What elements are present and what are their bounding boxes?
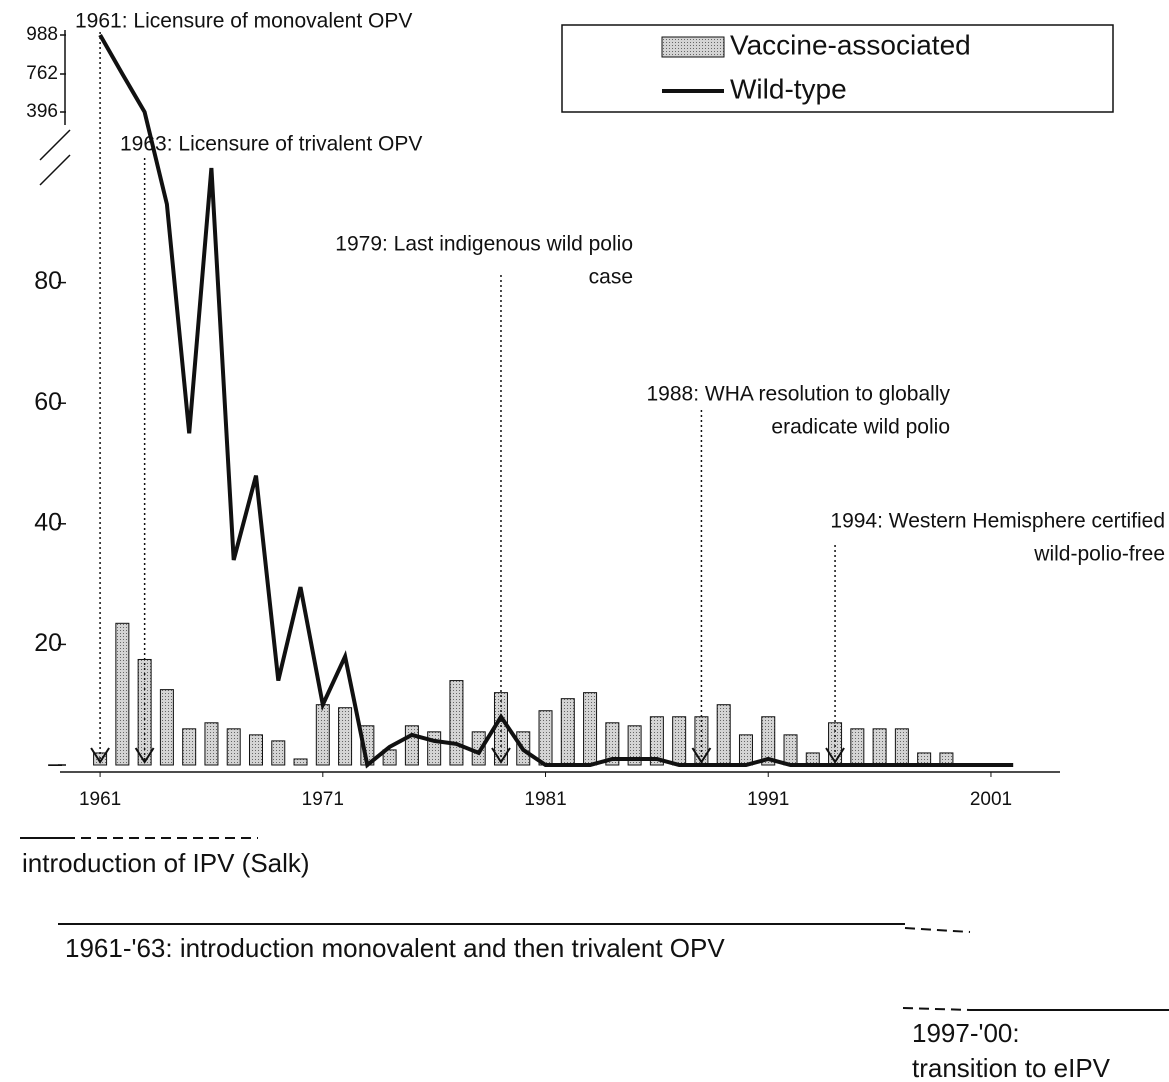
y-tick-label: 60 [34,388,62,416]
timeline-label: 1961-'63: introduction monovalent and th… [65,933,725,963]
x-tick-label: 1991 [747,789,789,810]
annotation: 1961: Licensure of monovalent OPV [75,10,412,33]
x-tick-label: 1971 [302,789,344,810]
bar [538,710,553,766]
x-tick-label: 1961 [79,789,121,810]
timeline-line [904,927,971,933]
bar [649,716,664,766]
bar [761,716,776,766]
y-tick-label: 20 [34,629,62,657]
y-tick-label: – [48,750,62,778]
bar [872,728,887,766]
x-tick-label: 2001 [970,789,1012,810]
annotation: 1988: WHA resolution to globally [646,383,950,406]
annotation: 1963: Licensure of trivalent OPV [120,133,422,156]
timeline-label: introduction of IPV (Salk) [22,848,310,878]
annotation-arrow [691,747,712,764]
annotation-arrow [491,747,511,764]
bar [560,698,575,766]
axis-break [39,154,71,186]
legend-label: Wild-type [730,73,847,104]
annotation-arrow [90,747,110,764]
bar [226,728,241,766]
y-tick-label: 396 [26,101,58,122]
annotation: wild-polio-free [1033,543,1165,566]
bar [449,680,464,766]
annotation: eradicate wild polio [771,416,950,439]
bar [315,704,330,766]
timeline-label: transition to eIPV [912,1053,1111,1082]
bar [159,689,174,766]
bar [850,728,865,766]
bar [605,722,620,766]
bar [404,725,419,766]
y-tick-label: 988 [26,24,58,45]
bar [738,734,753,766]
timeline-line [902,1007,971,1011]
y-tick-label: 40 [34,508,62,536]
y-tick-label: 762 [26,63,58,84]
bar [783,734,798,766]
bar [382,749,397,766]
bar [115,622,130,766]
annotation-arrow [825,747,845,764]
bar [248,734,263,766]
bar [271,740,286,766]
bar [716,704,731,766]
annotation: 1994: Western Hemisphere certified [830,510,1165,533]
annotation: 1979: Last indigenous wild polio [335,233,633,256]
annotation: case [589,266,633,289]
bar [293,758,308,766]
axis-break [39,129,71,161]
line [98,34,1014,769]
legend-swatch [661,36,725,58]
annotation-arrow [134,747,155,764]
x-tick-label: 1981 [524,789,566,810]
legend-label: Vaccine-associated [730,29,971,60]
bar [828,722,843,766]
bar [427,731,442,766]
timeline-label: 1997-'00: [912,1018,1020,1048]
bar [627,725,642,766]
y-tick-label: 80 [34,267,62,295]
legend [561,24,1114,113]
bar [583,692,598,766]
bar [338,707,353,766]
bar [894,728,909,766]
bar [204,722,219,766]
bar [182,728,197,766]
bar [672,716,687,766]
